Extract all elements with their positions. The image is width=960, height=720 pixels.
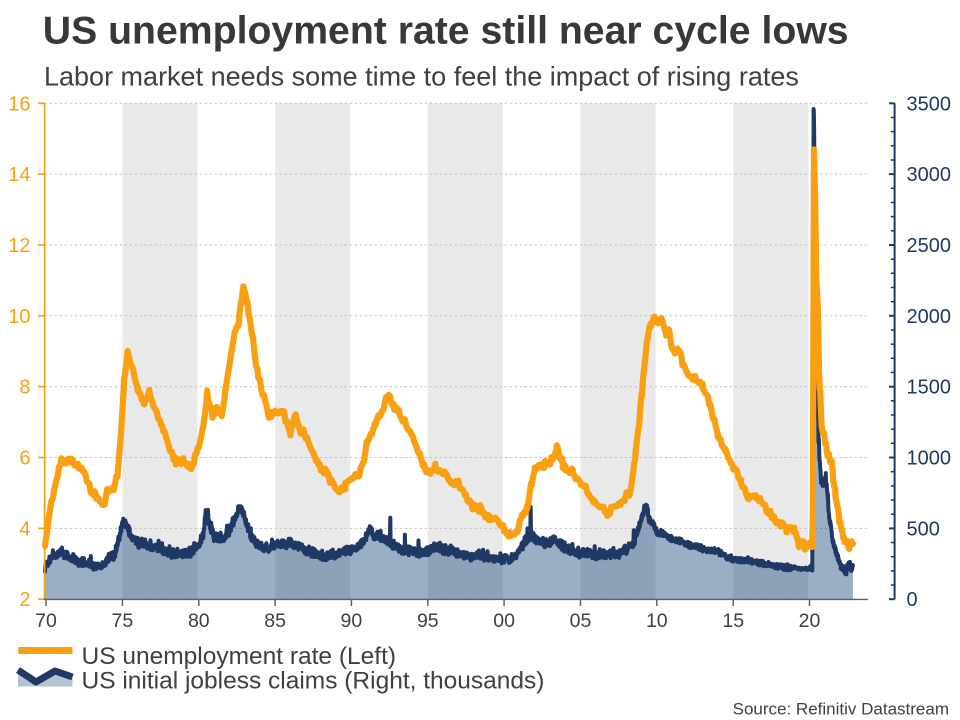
svg-text:2000: 2000: [907, 306, 952, 328]
svg-text:95: 95: [417, 610, 439, 632]
svg-text:4: 4: [19, 518, 30, 540]
svg-text:15: 15: [722, 610, 744, 632]
svg-text:6: 6: [19, 448, 30, 470]
svg-text:3500: 3500: [907, 93, 952, 115]
svg-text:3000: 3000: [907, 164, 952, 186]
svg-text:1500: 1500: [907, 377, 952, 399]
svg-text:90: 90: [341, 610, 363, 632]
svg-text:Source: Refinitiv Datastream: Source: Refinitiv Datastream: [733, 700, 949, 719]
svg-text:8: 8: [19, 377, 30, 399]
svg-text:70: 70: [35, 610, 57, 632]
svg-text:12: 12: [8, 235, 30, 257]
svg-text:1000: 1000: [907, 448, 952, 470]
svg-text:10: 10: [646, 610, 668, 632]
svg-text:500: 500: [907, 518, 940, 540]
svg-text:05: 05: [570, 610, 592, 632]
svg-text:75: 75: [112, 610, 134, 632]
svg-text:16: 16: [8, 93, 30, 115]
svg-text:Labor market needs some time t: Labor market needs some time to feel the…: [44, 61, 799, 91]
svg-text:10: 10: [8, 306, 30, 328]
svg-text:US unemployment rate (Left): US unemployment rate (Left): [82, 643, 397, 670]
svg-text:2500: 2500: [907, 235, 952, 257]
svg-text:14: 14: [8, 164, 30, 186]
svg-text:US unemployment rate still nea: US unemployment rate still near cycle lo…: [43, 10, 849, 53]
svg-text:US initial jobless claims (Rig: US initial jobless claims (Right, thousa…: [82, 667, 545, 694]
svg-text:20: 20: [799, 610, 821, 632]
svg-text:80: 80: [188, 610, 210, 632]
svg-text:0: 0: [907, 589, 918, 611]
svg-text:85: 85: [264, 610, 286, 632]
svg-text:2: 2: [19, 589, 30, 611]
svg-text:00: 00: [493, 610, 515, 632]
